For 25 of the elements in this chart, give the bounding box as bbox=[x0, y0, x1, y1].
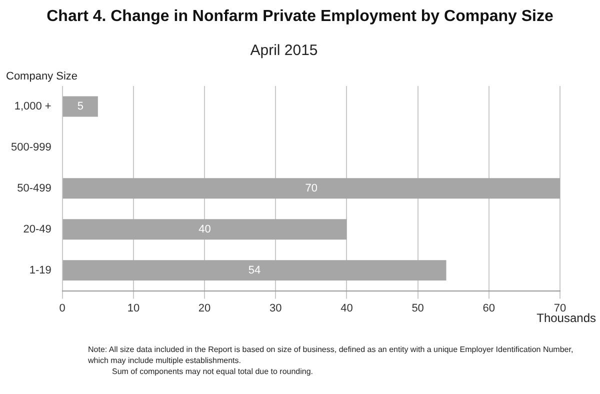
y-tick-label: 500-999 bbox=[10, 141, 52, 154]
bar bbox=[62, 260, 446, 281]
y-tick-label: 1-19 bbox=[29, 264, 52, 276]
x-tick-label: 20 bbox=[198, 302, 211, 314]
x-tick-label: 50 bbox=[412, 302, 424, 314]
data-label: 40 bbox=[198, 223, 211, 236]
data-label: 5 bbox=[77, 100, 84, 113]
chart-subtitle: April 2015 bbox=[250, 42, 318, 60]
x-tick-label: 10 bbox=[127, 302, 140, 314]
bar bbox=[62, 178, 560, 199]
x-tick-label: 60 bbox=[482, 302, 496, 314]
bar bbox=[62, 219, 347, 240]
text: Sum of components may not equal total due to rounding. bbox=[111, 366, 314, 377]
text: Note: All size data included in the Report is based on size of business, defined as an entity with a unique Employer Identification Number, which may include multiple establishments. bbox=[88, 344, 574, 366]
chart-title: Chart 4. Change in Nonfarm Private Employment by Company Size bbox=[46, 7, 554, 27]
x-tick-label: 30 bbox=[270, 302, 282, 314]
y-tick-label: 20-49 bbox=[23, 223, 52, 236]
data-label: 54 bbox=[248, 264, 261, 276]
x-tick-label: 40 bbox=[340, 302, 353, 314]
y-axis-title: Company Size bbox=[6, 70, 78, 83]
y-tick-label: 1,000 + bbox=[14, 100, 52, 113]
y-tick-label: 50-499 bbox=[17, 182, 52, 194]
bar bbox=[62, 96, 98, 117]
x-tick-label: 0 bbox=[59, 302, 66, 314]
data-label: 70 bbox=[305, 182, 318, 194]
